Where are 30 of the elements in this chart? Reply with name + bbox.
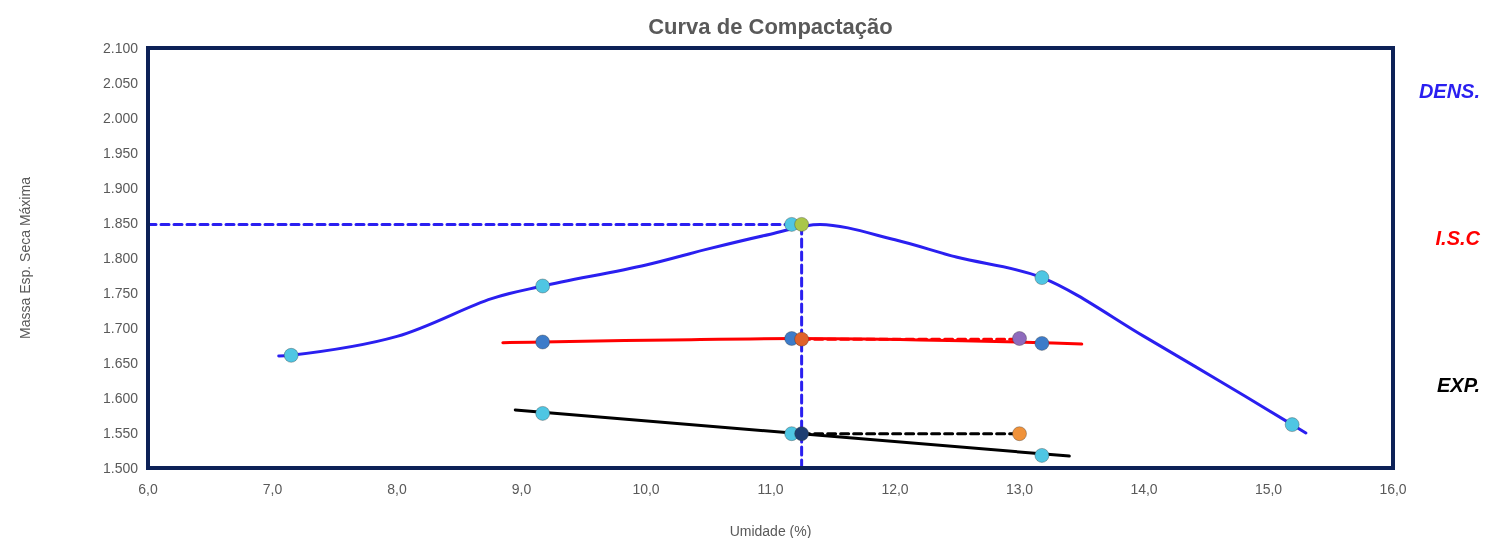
text: DENS. <box>1418 80 1480 103</box>
y-tick-label: 1.600 <box>102 389 139 406</box>
x-tick-label: 13,0 <box>1005 481 1034 497</box>
x-tick-label: 8,0 <box>387 481 407 497</box>
y-tick-label: 1.950 <box>102 144 139 161</box>
x-axis-title: Umidade (%) <box>729 523 812 539</box>
y-tick-label: 1.850 <box>102 214 139 231</box>
x-tick-label: 14,0 <box>1130 481 1158 497</box>
y-tick-label: 1.650 <box>102 354 139 371</box>
y-tick-label: 2.100 <box>102 39 139 56</box>
x-tick-label: 10,0 <box>632 481 660 497</box>
x-tick-label: 6,0 <box>138 481 158 497</box>
y-tick-label: 1.500 <box>102 459 139 476</box>
text: EXP. <box>1437 374 1480 397</box>
x-tick-label: 9,0 <box>511 481 532 497</box>
y-tick-label: 1.750 <box>102 284 139 301</box>
y-axis-title: Massa Esp. Seca Máxima <box>17 176 33 339</box>
y-tick-label: 1.800 <box>102 249 139 266</box>
x-tick-label: 15,0 <box>1254 481 1283 497</box>
x-tick-label: 12,0 <box>881 481 909 497</box>
x-tick-label: 16,0 <box>1379 481 1407 497</box>
x-tick-label: 7,0 <box>262 481 283 497</box>
y-tick-label: 1.550 <box>102 424 139 441</box>
y-tick-label: 1.700 <box>102 319 139 336</box>
y-tick-label: 2.000 <box>102 109 139 126</box>
chart-title: Curva de Compactação <box>648 14 893 39</box>
y-tick-label: 2.050 <box>102 74 139 91</box>
text: I.S.C <box>1435 227 1481 250</box>
x-tick-label: 11,0 <box>757 481 784 497</box>
y-tick-label: 1.900 <box>102 179 139 196</box>
